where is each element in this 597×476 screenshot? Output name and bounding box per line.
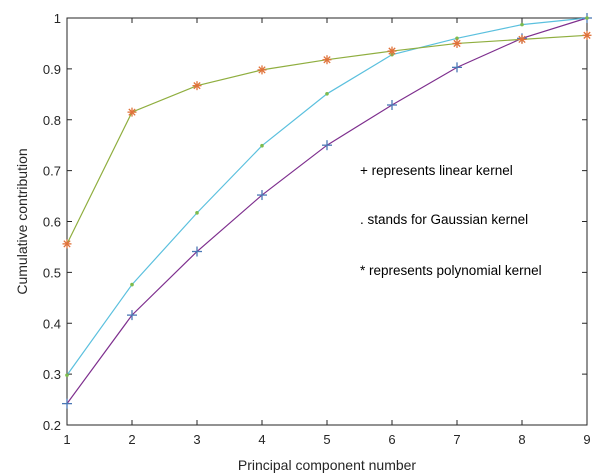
y-axis-label: Cumulative contribution (14, 148, 30, 294)
data-point-polynomial (517, 34, 527, 44)
series-markers (62, 13, 592, 409)
data-point-gaussian (195, 211, 199, 215)
data-point-gaussian (325, 92, 329, 96)
data-point-gaussian (455, 36, 459, 41)
data-point-linear (62, 398, 72, 409)
x-axis-label: Principal component number (238, 457, 417, 473)
data-point-polynomial (452, 38, 462, 48)
x-tick-label: 1 (63, 432, 70, 447)
y-tick-label: 0.7 (43, 164, 61, 179)
data-point-polynomial (582, 30, 592, 40)
data-point-gaussian (585, 16, 589, 20)
x-tick-label: 3 (193, 432, 200, 447)
data-point-linear (387, 99, 397, 110)
x-tick-label: 2 (128, 432, 135, 447)
x-tick-label: 9 (583, 432, 590, 447)
data-point-polynomial (257, 65, 267, 75)
data-point-linear (452, 62, 462, 73)
x-tick-label: 6 (388, 432, 395, 447)
y-tick-label: 1 (54, 11, 61, 26)
y-tick-label: 0.9 (43, 62, 61, 77)
data-point-gaussian (260, 143, 264, 148)
x-tick-label: 7 (453, 432, 460, 447)
data-point-linear (127, 310, 137, 321)
axis-ticks: 1 2 3 4 5 6 7 8 9 0.2 0.3 0.4 0.5 0.6 0.7 0.8 0.9 1 (43, 11, 591, 447)
annotation-gaussian-kernel: . stands for Gaussian kernel (360, 212, 528, 227)
data-point-gaussian (130, 282, 134, 287)
annotation-linear-kernel: + represents linear kernel (360, 163, 513, 178)
data-point-gaussian (520, 22, 524, 27)
data-point-linear (192, 246, 202, 257)
y-tick-label: 0.3 (43, 367, 61, 382)
y-tick-label: 0.5 (43, 265, 61, 280)
data-point-polynomial (127, 107, 137, 117)
y-tick-label: 0.6 (43, 215, 61, 230)
data-point-linear (257, 190, 267, 201)
y-tick-label: 0.2 (43, 418, 61, 433)
x-tick-label: 5 (323, 432, 330, 447)
data-point-polynomial (322, 55, 332, 65)
data-point-polynomial (62, 239, 72, 249)
data-point-polynomial (192, 81, 202, 91)
data-point-linear (322, 140, 332, 151)
x-tick-label: 4 (258, 432, 265, 447)
y-tick-label: 0.4 (43, 316, 61, 331)
data-point-gaussian (65, 373, 69, 377)
plot-area (66, 17, 588, 426)
annotation-polynomial-kernel: * represents polynomial kernel (360, 263, 542, 278)
x-tick-label: 8 (518, 432, 525, 447)
data-point-polynomial (387, 46, 397, 56)
y-tick-label: 0.8 (43, 113, 61, 128)
